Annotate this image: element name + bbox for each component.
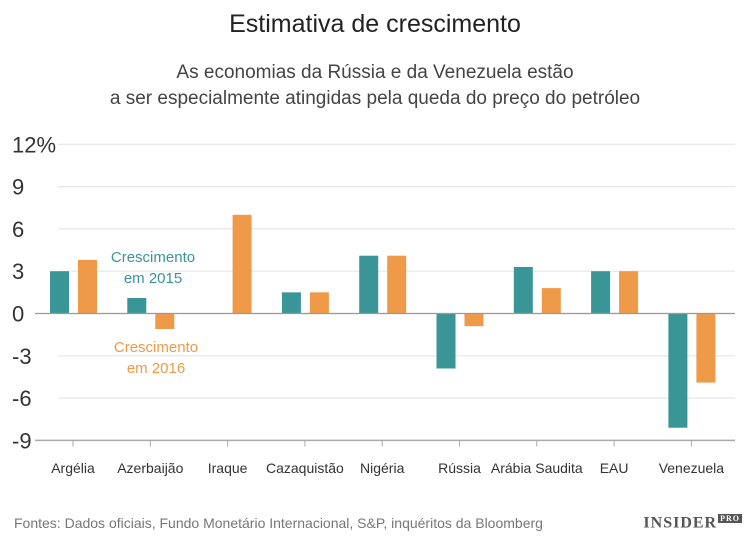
bar-2015 [591, 271, 611, 314]
chart-subtitle-line-2: a ser especialmente atingidas pela queda… [109, 88, 641, 109]
bar-2015 [513, 266, 533, 314]
x-tick-label: Venezuela [659, 460, 725, 476]
y-tick-label: 6 [12, 217, 24, 242]
bar-2016 [619, 271, 639, 314]
bar-2015 [359, 255, 379, 314]
x-tick-label: Nigéria [360, 460, 405, 476]
bar-2015 [281, 292, 301, 314]
y-tick-label: 3 [12, 259, 24, 284]
x-tick-label: Argélia [51, 460, 95, 476]
insider-pro-logo: INSIDER PRO [643, 514, 742, 532]
chart-subtitle-line-1: As economias da Rússia e da Venezuela es… [176, 62, 574, 83]
y-tick-label: -3 [12, 344, 32, 369]
x-tick-label: Azerbaijão [117, 460, 183, 476]
series-label: em 2016 [127, 360, 185, 377]
bar-2016 [387, 255, 407, 314]
bar-2016 [696, 313, 716, 383]
bar-2016 [541, 288, 561, 314]
bar-2016 [155, 313, 175, 330]
bar-2015 [668, 313, 688, 428]
series-label: Crescimento [111, 249, 195, 266]
bar-2016 [78, 259, 97, 314]
y-tick-label: 0 [12, 302, 24, 327]
bar-2016 [232, 214, 252, 314]
source-note: Fontes: Dados oficiais, Fundo Monetário … [14, 515, 543, 531]
x-tick-label: Rússia [438, 460, 481, 476]
x-tick-label: EAU [600, 460, 629, 476]
bar-2015 [127, 297, 147, 314]
series-label: Crescimento [114, 339, 198, 356]
x-tick-label: Cazaquistão [266, 460, 344, 476]
bar-2015 [436, 313, 456, 369]
series-label: em 2015 [124, 270, 182, 287]
bar-2016 [309, 292, 329, 314]
logo-sup: PRO [718, 514, 742, 523]
bar-2016 [464, 313, 484, 327]
logo-text: INSIDER [643, 514, 718, 532]
bar-2015 [50, 271, 69, 314]
y-tick-label: -9 [12, 428, 32, 453]
y-tick-label: 12% [12, 132, 56, 157]
x-tick-label: Iraque [208, 460, 248, 476]
bar-chart: 12% 9 6 3 0 -3 -6 -9 Argélia Azerbaijão Iraque Caza… [12, 132, 735, 476]
x-tick-label: Arábia Saudita [491, 460, 583, 476]
chart-title: Estimativa de crescimento [229, 10, 521, 38]
y-tick-label: 9 [12, 175, 24, 200]
y-tick-label: -6 [12, 386, 32, 411]
